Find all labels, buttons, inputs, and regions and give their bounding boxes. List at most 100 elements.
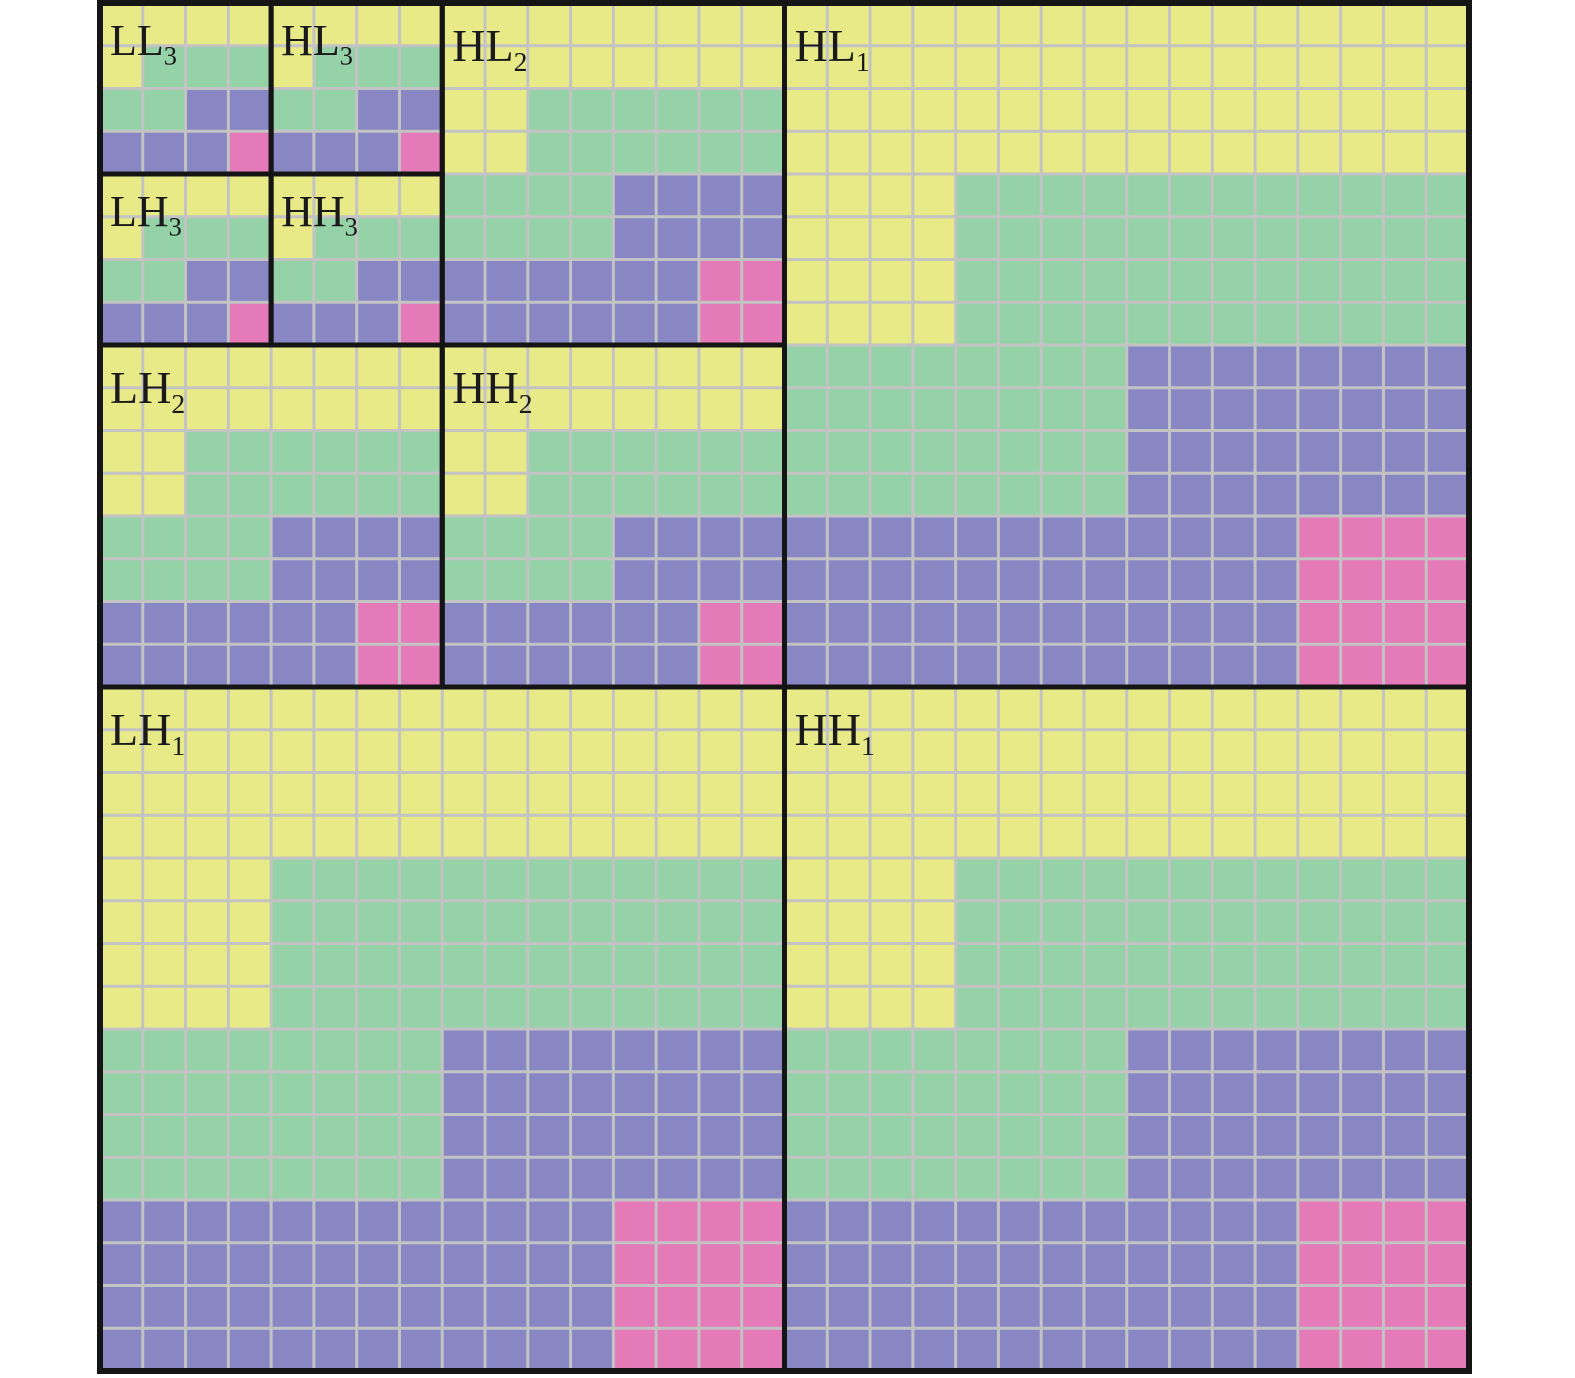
coefficient-cell <box>871 1244 912 1284</box>
coefficient-cell <box>1342 1116 1382 1156</box>
coefficient-cell <box>101 1158 142 1199</box>
coefficient-cell <box>1299 218 1340 258</box>
coefficient-cell <box>229 218 270 258</box>
coefficient-cell <box>1213 688 1254 729</box>
coefficient-cell <box>1256 731 1297 771</box>
coefficient-cell <box>614 688 655 729</box>
coefficient-cell <box>657 389 698 429</box>
coefficient-cell <box>957 132 997 173</box>
coefficient-cell <box>914 517 955 558</box>
coefficient-cell <box>828 1201 869 1242</box>
coefficient-cell <box>871 432 912 472</box>
coefficient-cell <box>700 603 741 643</box>
coefficient-cell <box>572 1287 612 1327</box>
coefficient-cell <box>400 474 441 515</box>
outer-frame <box>97 0 1472 1374</box>
coefficient-cell <box>529 132 570 173</box>
coefficient-cell <box>101 816 142 857</box>
coefficient-cell <box>101 645 142 686</box>
coefficient-cell <box>1213 346 1254 387</box>
coefficient-cell <box>1085 175 1126 216</box>
coefficient-cell <box>101 1287 142 1327</box>
coefficient-cell <box>1427 859 1468 900</box>
subband-hl2-cells <box>443 4 783 344</box>
coefficient-cell <box>828 474 869 515</box>
coefficient-cell <box>358 47 398 87</box>
coefficient-cell <box>1427 560 1468 600</box>
coefficient-cell <box>101 132 142 173</box>
coefficient-cell <box>786 1116 826 1156</box>
coefficient-cell <box>657 303 698 344</box>
coefficient-cell <box>1042 303 1083 344</box>
coefficient-cell <box>1342 774 1382 814</box>
coefficient-cell <box>1042 731 1083 771</box>
coefficient-cell <box>1384 432 1425 472</box>
subband-label-lh3: LH3 <box>110 187 182 242</box>
coefficient-cell <box>914 902 955 942</box>
coefficient-cell <box>1128 346 1169 387</box>
coefficient-cell <box>101 731 142 771</box>
coefficient-cell <box>1256 517 1297 558</box>
coefficient-cell <box>743 90 783 130</box>
coefficient-cell <box>572 1073 612 1113</box>
coefficient-cell <box>743 474 783 515</box>
coefficient-cell <box>1171 218 1211 258</box>
coefficient-cell <box>657 1329 698 1370</box>
coefficient-cell <box>1128 816 1169 857</box>
coefficient-cell <box>786 945 826 985</box>
coefficient-cell <box>1427 1287 1468 1327</box>
coefficient-cell <box>1085 816 1126 857</box>
coefficient-cell <box>614 1158 655 1199</box>
coefficient-cell <box>358 218 398 258</box>
coefficient-cell <box>999 688 1040 729</box>
coefficient-cell <box>1128 1201 1169 1242</box>
coefficient-cell <box>1384 645 1425 686</box>
coefficient-cell <box>572 1244 612 1284</box>
coefficient-cell <box>1384 1073 1425 1113</box>
coefficient-cell <box>700 4 741 45</box>
coefficient-cell <box>315 987 356 1028</box>
coefficient-cell <box>400 218 441 258</box>
coefficient-cell <box>1256 1287 1297 1327</box>
coefficient-cell <box>828 1158 869 1199</box>
coefficient-cell <box>1342 645 1382 686</box>
coefficient-cell <box>1427 175 1468 216</box>
coefficient-cell <box>1342 945 1382 985</box>
coefficient-cell <box>272 4 313 45</box>
coefficient-cell <box>657 346 698 387</box>
coefficient-cell <box>486 432 527 472</box>
coefficient-cell <box>315 645 356 686</box>
coefficient-cell <box>786 218 826 258</box>
coefficient-cell <box>101 560 142 600</box>
coefficient-cell <box>657 4 698 45</box>
coefficient-cell <box>1213 1244 1254 1284</box>
coefficient-cell <box>614 218 655 258</box>
coefficient-cell <box>1171 1287 1211 1327</box>
coefficient-cell <box>443 1158 484 1199</box>
coefficient-cell <box>572 47 612 87</box>
coefficient-cell <box>572 346 612 387</box>
coefficient-cell <box>1342 603 1382 643</box>
coefficient-cell <box>144 517 185 558</box>
coefficient-cell <box>272 1030 313 1071</box>
coefficient-cell <box>999 432 1040 472</box>
coefficient-cell <box>144 731 185 771</box>
coefficient-cell <box>828 389 869 429</box>
coefficient-cell <box>315 1287 356 1327</box>
coefficient-cell <box>914 346 955 387</box>
coefficient-cell <box>1171 1158 1211 1199</box>
coefficient-cell <box>486 603 527 643</box>
coefficient-cell <box>914 645 955 686</box>
coefficient-cell <box>358 945 398 985</box>
coefficient-cell <box>871 261 912 301</box>
subband-lh3-cells <box>101 175 270 344</box>
coefficient-cell <box>315 731 356 771</box>
coefficient-cell <box>614 1030 655 1071</box>
coefficient-cell <box>786 517 826 558</box>
coefficient-cell <box>229 1201 270 1242</box>
coefficient-cell <box>1171 688 1211 729</box>
coefficient-cell <box>1299 688 1340 729</box>
coefficient-cell <box>1299 645 1340 686</box>
coefficient-cell <box>1128 261 1169 301</box>
coefficient-cell <box>1085 132 1126 173</box>
